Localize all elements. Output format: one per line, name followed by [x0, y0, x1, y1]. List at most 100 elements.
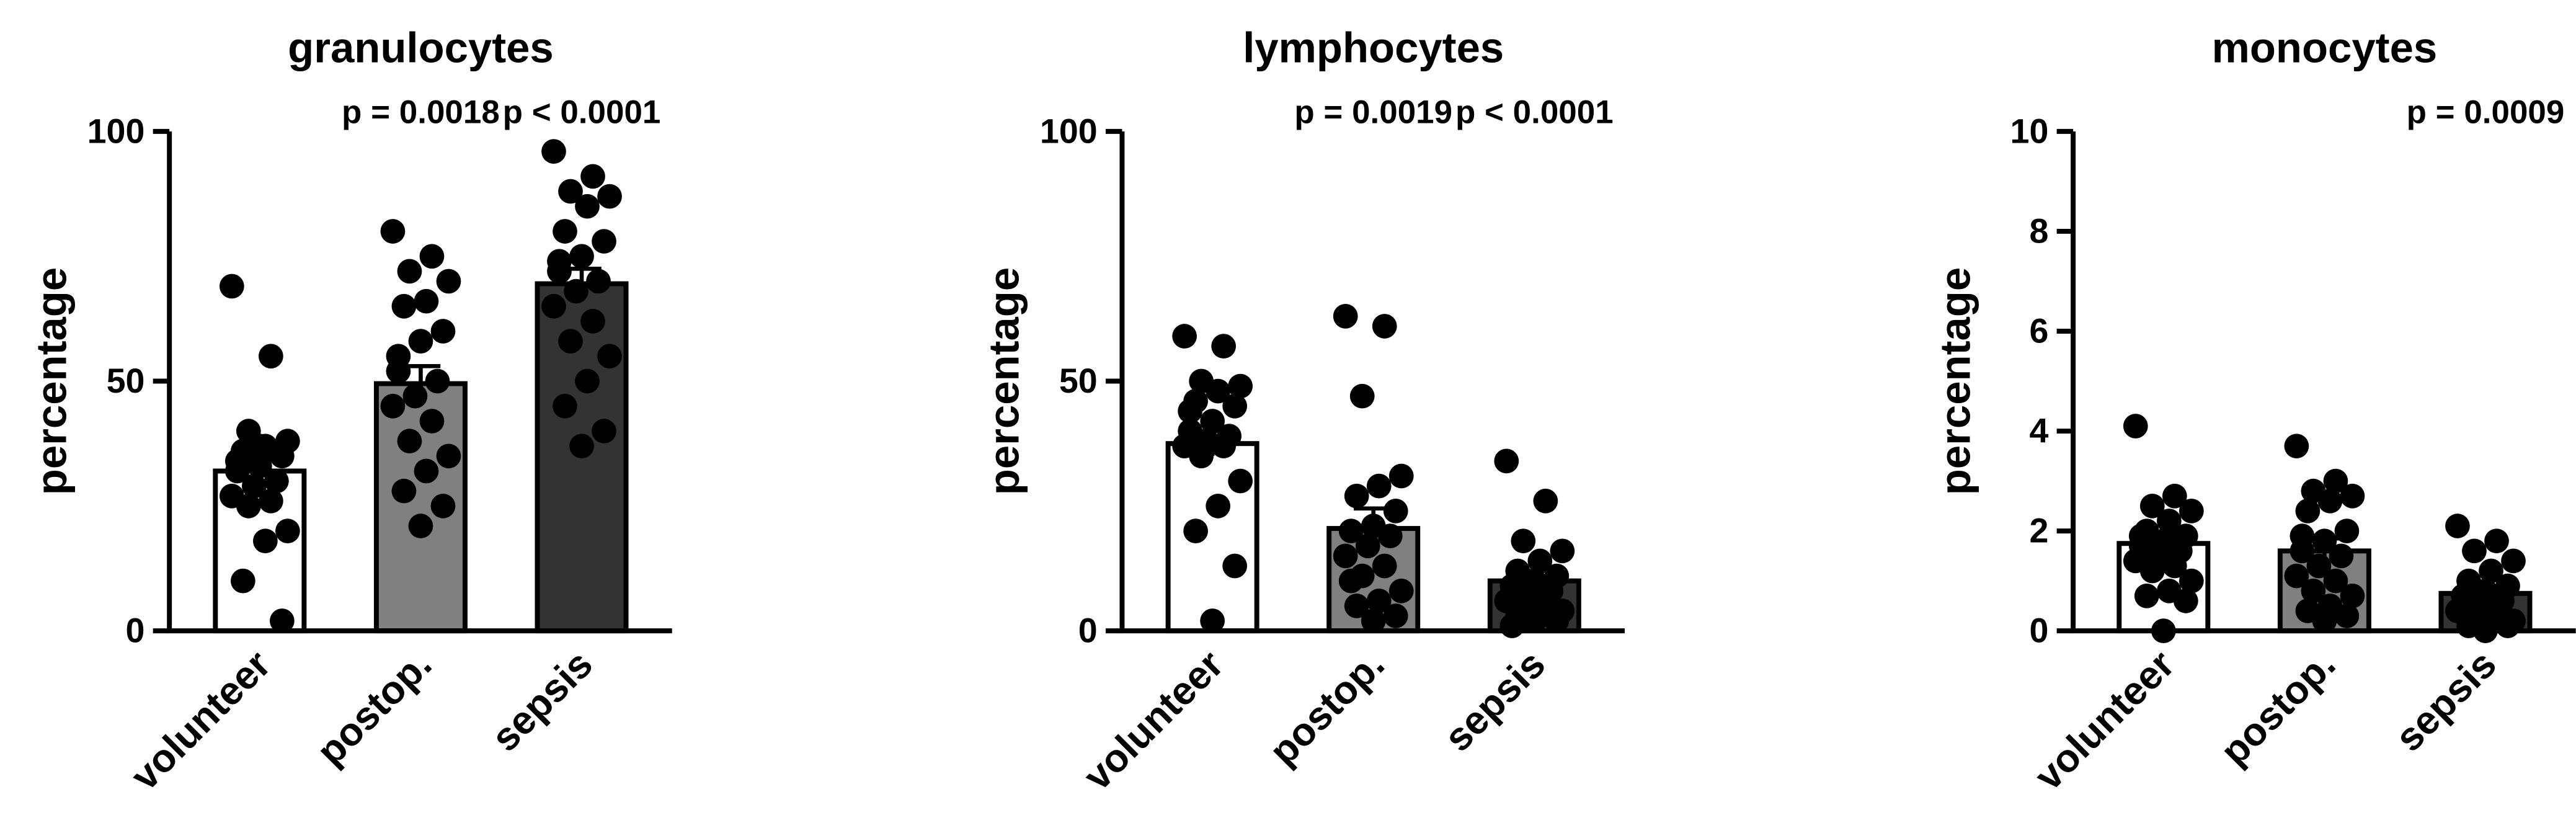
- data-point: [569, 434, 594, 459]
- data-point: [575, 368, 600, 394]
- y-tick-label: 10: [2010, 112, 2049, 150]
- data-point: [1189, 443, 1214, 469]
- data-point: [2340, 583, 2365, 608]
- data-point: [2284, 563, 2309, 589]
- axes: [167, 131, 672, 634]
- data-point: [2139, 493, 2165, 519]
- axes: [1119, 131, 1625, 634]
- data-point: [2451, 594, 2476, 618]
- x-tick-label: postop.: [1261, 642, 1392, 773]
- data-point: [564, 278, 588, 304]
- y-axis-label: percentage: [980, 267, 1028, 495]
- data-point: [386, 358, 411, 384]
- data-point: [2128, 523, 2154, 549]
- data-point: [1494, 448, 1519, 474]
- data-point: [1499, 613, 1525, 638]
- data-point: [1377, 523, 1403, 549]
- data-point: [2323, 568, 2348, 594]
- data-point: [575, 194, 600, 219]
- data-point: [1344, 594, 1369, 618]
- data-point: [270, 443, 295, 469]
- data-point: [414, 288, 439, 314]
- data-point: [391, 478, 417, 504]
- data-point: [270, 608, 295, 633]
- data-point: [275, 519, 300, 543]
- data-point: [541, 139, 566, 164]
- y-tick-label: 2: [2029, 512, 2048, 550]
- data-point: [264, 468, 289, 494]
- data-point: [2484, 528, 2509, 554]
- y-axis-label: percentage: [1931, 267, 1979, 495]
- y-tick-label: 100: [87, 112, 145, 150]
- data-point: [2173, 588, 2198, 613]
- x-tick-label: sepsis: [483, 642, 601, 760]
- data-point: [1200, 409, 1225, 434]
- data-point: [569, 244, 594, 269]
- x-tick-label: volunteer: [2026, 642, 2183, 799]
- data-point: [2445, 514, 2470, 538]
- data-point: [419, 244, 445, 269]
- data-point: [1533, 488, 1558, 514]
- p-value: p = 0.0019: [1294, 94, 1452, 131]
- data-point: [1338, 519, 1364, 543]
- data-point: [2178, 568, 2204, 594]
- data-point: [2312, 528, 2337, 554]
- data-point: [236, 493, 261, 519]
- data-point: [547, 249, 572, 274]
- data-point: [241, 473, 267, 499]
- data-point: [558, 179, 583, 204]
- data-point: [2334, 519, 2360, 543]
- data-point: [1211, 434, 1237, 459]
- data-point: [597, 344, 622, 369]
- data-point: [2462, 538, 2487, 564]
- data-point: [2162, 553, 2187, 579]
- data-point: [1222, 393, 1248, 419]
- y-tick-label: 6: [2029, 312, 2048, 350]
- data-point: [2284, 434, 2309, 459]
- data-point: [425, 368, 450, 394]
- y-tick-label: 4: [2029, 412, 2048, 450]
- data-point: [258, 488, 283, 514]
- data-point: [219, 274, 244, 299]
- data-point: [1211, 334, 1237, 359]
- y-tick-label: 50: [1059, 362, 1098, 400]
- y-tick-label: 8: [2029, 211, 2048, 250]
- x-tick-label: postop.: [308, 642, 440, 773]
- data-point: [1372, 314, 1397, 339]
- data-point: [1366, 588, 1392, 613]
- x-tick-label: volunteer: [1075, 642, 1232, 799]
- chart-title: lymphocytes: [1243, 24, 1504, 72]
- data-point: [1383, 603, 1408, 628]
- data-point: [1333, 303, 1358, 329]
- data-point: [592, 419, 616, 443]
- chart-title: granulocytes: [288, 24, 554, 72]
- y-tick-label: 100: [1040, 112, 1098, 150]
- data-point: [1344, 483, 1369, 509]
- data-point: [580, 164, 605, 189]
- y-tick-label: 0: [1078, 612, 1098, 650]
- data-point: [2123, 414, 2148, 438]
- data-point: [1527, 548, 1553, 574]
- data-point: [436, 269, 461, 294]
- data-point: [402, 383, 428, 409]
- data-point: [1550, 538, 1575, 564]
- data-point: [1522, 608, 1547, 633]
- data-point: [397, 429, 422, 454]
- data-point: [430, 319, 456, 344]
- data-point: [2479, 558, 2503, 584]
- data-point: [247, 434, 272, 459]
- data-point: [1361, 608, 1386, 633]
- data-point: [1383, 499, 1408, 523]
- data-point: [2134, 583, 2159, 608]
- data-point: [419, 409, 445, 434]
- data-point: [2295, 499, 2321, 523]
- data-point: [2178, 499, 2204, 523]
- p-value: p = 0.0018: [342, 94, 500, 131]
- data-point: [1222, 553, 1248, 579]
- y-axis-label: percentage: [27, 267, 75, 495]
- data-point: [1228, 373, 1253, 399]
- data-point: [597, 184, 622, 209]
- data-point: [1372, 553, 1397, 579]
- data-point: [1206, 378, 1231, 404]
- data-point: [1178, 398, 1202, 424]
